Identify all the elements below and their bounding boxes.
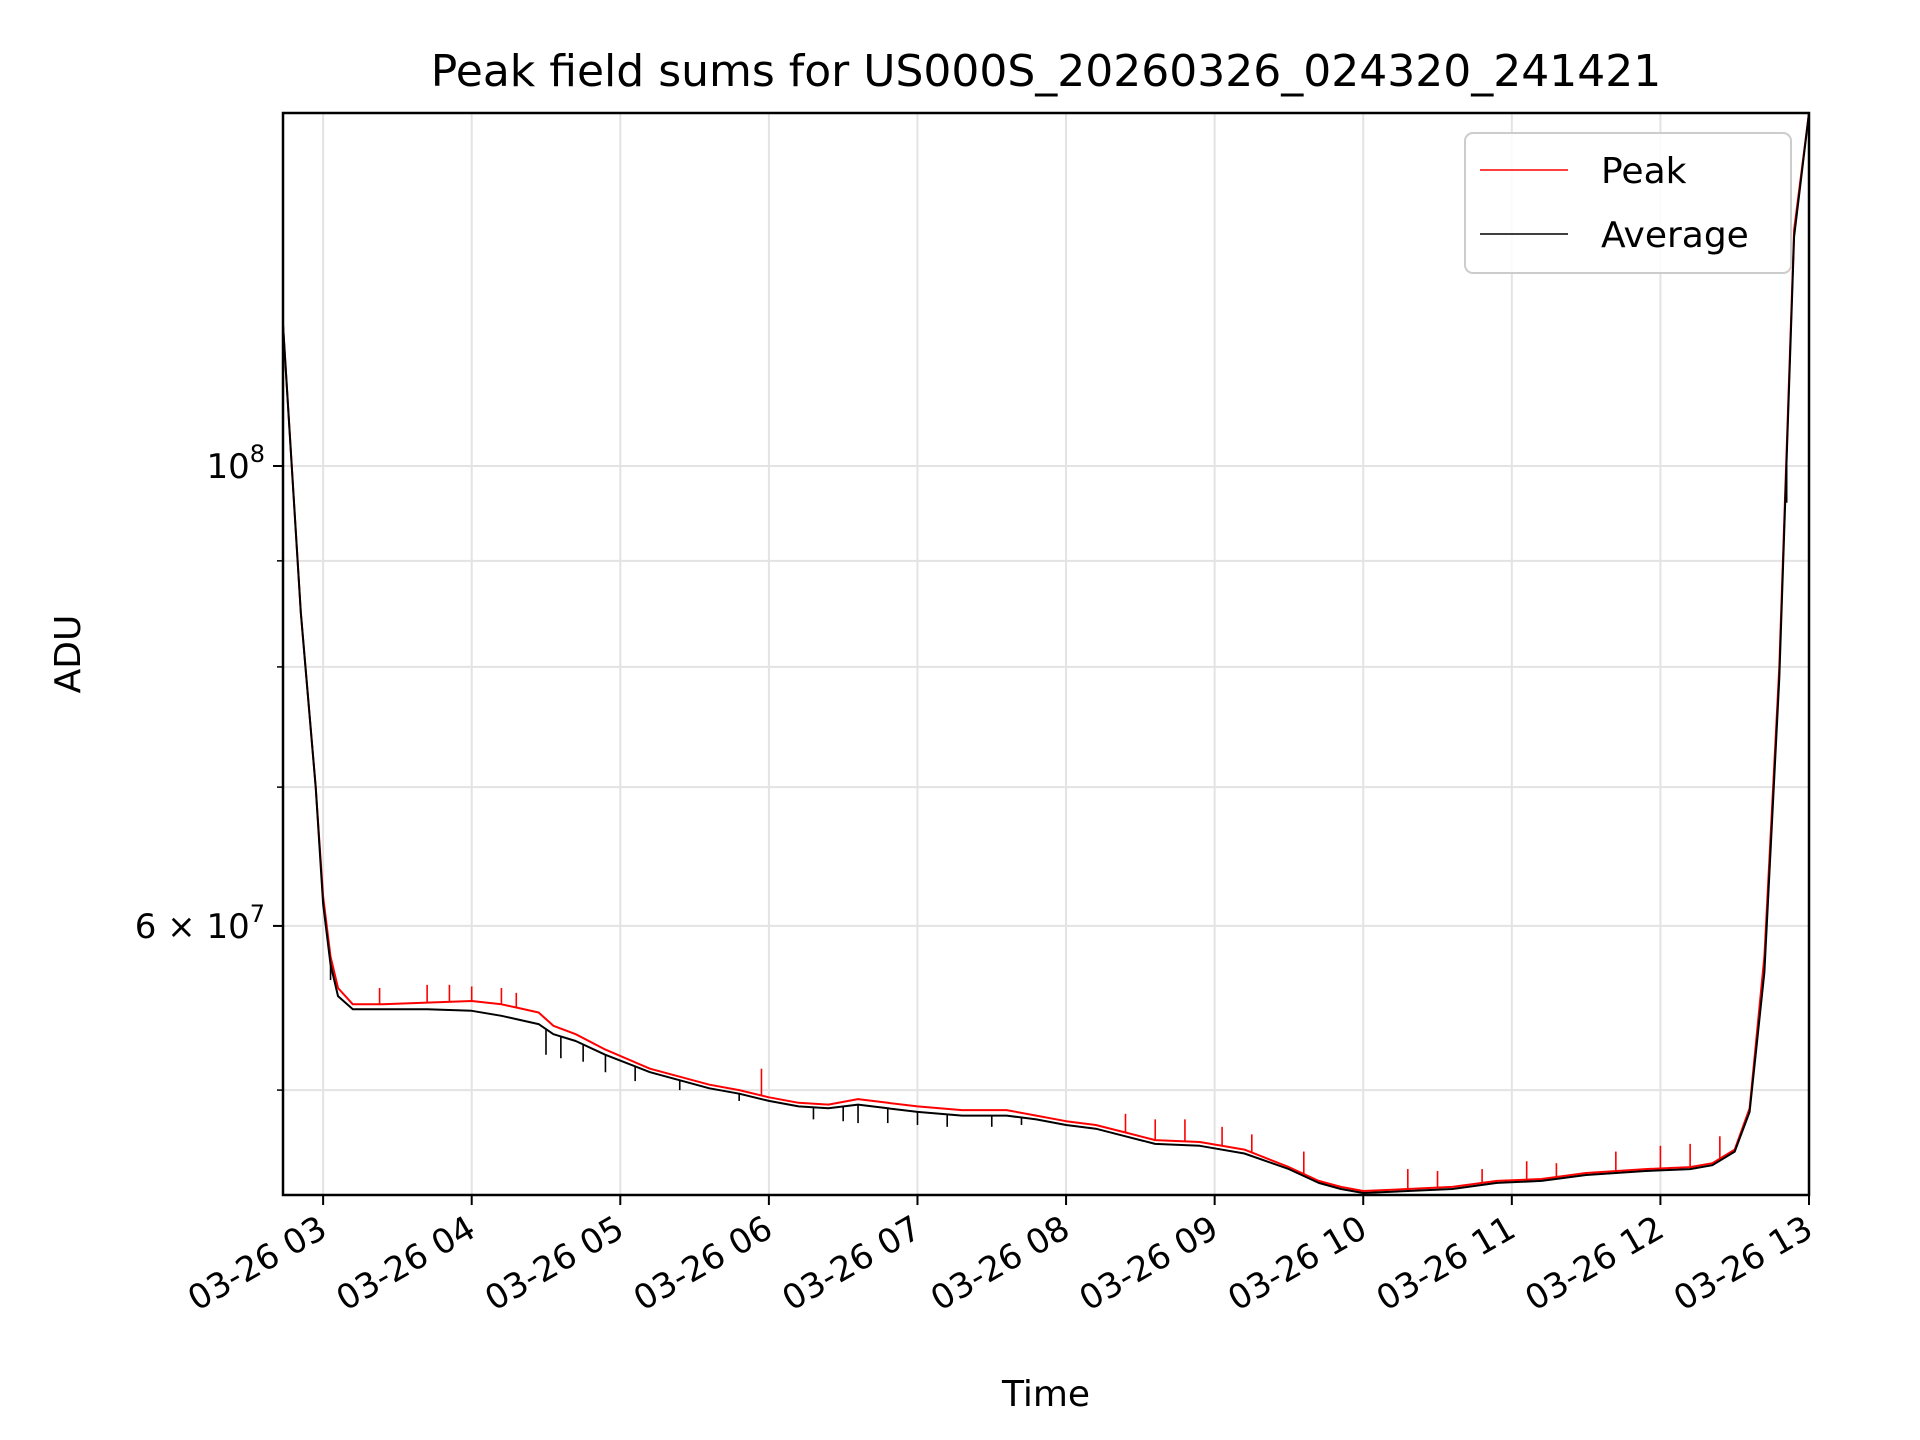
y-tick-label-exponent: 7 (250, 900, 265, 928)
y-tick-label: 6 × 107 (135, 900, 265, 947)
x-axis-label: Time (1001, 1374, 1090, 1415)
y-axis-label: ADU (48, 615, 89, 694)
y-tick-label-exponent: 8 (250, 440, 265, 468)
chart-title: Peak field sums for US000S_20260326_0243… (431, 46, 1661, 97)
plot-frame (281, 111, 1811, 1197)
y-tick-label-base: 6 × 10 (135, 907, 250, 947)
legend: Peak Average (1464, 132, 1792, 274)
series-layer (282, 112, 1810, 1194)
series-line-average (282, 112, 1810, 1194)
legend-box (1464, 132, 1792, 274)
legend-label-average: Average (1601, 215, 1749, 256)
legend-label-peak: Peak (1601, 151, 1687, 192)
y-tick-label-base: 10 (206, 447, 249, 487)
y-tick-label: 108 (206, 440, 265, 487)
